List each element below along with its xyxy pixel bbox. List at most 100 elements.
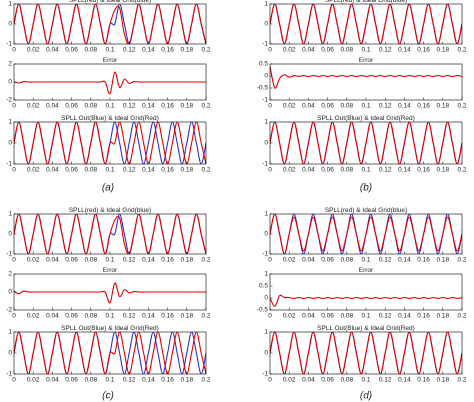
chart-title: SPLL Out(Blue) & Ideal Grid(Red) xyxy=(61,325,159,332)
x-tick-label: 0.14 xyxy=(142,103,155,110)
x-tick-label: 0.18 xyxy=(180,313,193,320)
y-tick-label: 1 xyxy=(8,119,12,126)
x-tick-label: 0.06 xyxy=(321,47,334,54)
x-tick-label: 0.16 xyxy=(161,47,174,54)
series-line xyxy=(14,214,206,254)
x-tick-label: 0.1 xyxy=(361,103,370,110)
x-tick-label: 0.1 xyxy=(105,167,114,174)
chart-title: SPLL Out(Blue) & Ideal Grid(Red) xyxy=(317,115,415,122)
x-tick-label: 0.14 xyxy=(142,257,155,264)
x-tick-label: 0 xyxy=(268,377,272,384)
x-tick-label: 0.06 xyxy=(65,103,78,110)
y-tick-label: 0 xyxy=(264,295,268,302)
x-tick-label: 0.14 xyxy=(398,167,411,174)
x-tick-label: 0.04 xyxy=(46,377,59,384)
series-line xyxy=(14,332,206,374)
x-tick-label: 0.1 xyxy=(361,377,370,384)
y-tick-label: 1 xyxy=(264,329,268,336)
chart-title: Error xyxy=(359,57,374,64)
x-tick-label: 0 xyxy=(268,257,272,264)
series-line xyxy=(270,122,462,164)
x-tick-label: 0.04 xyxy=(302,47,315,54)
x-tick-label: 0.12 xyxy=(123,257,136,264)
x-tick-label: 0 xyxy=(12,103,16,110)
caption: (c) xyxy=(102,391,114,402)
x-tick-label: 0.06 xyxy=(65,377,78,384)
series-line xyxy=(14,282,206,304)
chart-title: Error xyxy=(103,57,118,64)
axes-frame xyxy=(269,273,463,311)
y-tick-label: -0.5 xyxy=(257,307,269,314)
x-tick-label: 0.04 xyxy=(302,313,315,320)
x-tick-label: 0.16 xyxy=(417,47,430,54)
x-tick-label: 0.08 xyxy=(84,47,97,54)
series-line xyxy=(14,4,206,44)
x-tick-label: 0.12 xyxy=(379,47,392,54)
y-tick-label: -1 xyxy=(262,161,268,168)
x-tick-label: 0.1 xyxy=(361,167,370,174)
plot-area xyxy=(14,282,206,304)
series-line xyxy=(270,332,462,374)
x-tick-label: 0.12 xyxy=(123,47,136,54)
x-tick-label: 0.02 xyxy=(27,377,40,384)
y-tick-label: 1 xyxy=(264,1,268,8)
x-tick-label: 0.08 xyxy=(84,167,97,174)
y-tick-label: 0 xyxy=(264,73,268,80)
x-tick-label: 0.02 xyxy=(27,257,40,264)
y-tick-label: 0 xyxy=(8,350,12,357)
x-tick-label: 0.06 xyxy=(65,313,78,320)
caption: (d) xyxy=(360,391,372,402)
x-tick-label: 0.06 xyxy=(321,167,334,174)
y-tick-label: -2 xyxy=(6,307,12,314)
x-tick-label: 0.12 xyxy=(123,313,136,320)
x-tick-label: 0.06 xyxy=(65,257,78,264)
x-tick-label: 0.16 xyxy=(161,103,174,110)
x-tick-label: 0.14 xyxy=(398,257,411,264)
y-tick-label: 0 xyxy=(8,289,12,296)
x-tick-label: 0.16 xyxy=(417,377,430,384)
x-tick-label: 0.14 xyxy=(142,313,155,320)
plot-area xyxy=(14,122,206,164)
x-tick-label: 0.16 xyxy=(161,377,174,384)
x-tick-label: 0.12 xyxy=(123,167,136,174)
x-tick-label: 0.2 xyxy=(457,103,466,110)
y-tick-label: 1 xyxy=(264,119,268,126)
x-tick-label: 0.12 xyxy=(379,377,392,384)
y-tick-label: 0 xyxy=(264,350,268,357)
x-tick-label: 0.08 xyxy=(84,377,97,384)
x-tick-label: 0.18 xyxy=(180,377,193,384)
plot-area xyxy=(270,66,462,89)
plot-area xyxy=(14,71,206,95)
plot-area xyxy=(270,4,462,44)
x-tick-label: 0.08 xyxy=(340,313,353,320)
series-line xyxy=(270,294,462,307)
x-tick-label: 0.04 xyxy=(46,257,59,264)
x-tick-label: 0 xyxy=(12,257,16,264)
x-tick-label: 0.04 xyxy=(46,47,59,54)
x-tick-label: 0.04 xyxy=(302,257,315,264)
y-tick-label: 1 xyxy=(264,211,268,218)
x-tick-label: 0.04 xyxy=(46,167,59,174)
x-tick-label: 0.2 xyxy=(457,377,466,384)
x-tick-label: 0.1 xyxy=(105,377,114,384)
plot-area xyxy=(14,332,206,374)
y-tick-label: 1 xyxy=(264,271,268,278)
y-tick-label: -1 xyxy=(6,251,12,258)
y-tick-label: 0.5 xyxy=(259,283,268,290)
x-tick-label: 0.2 xyxy=(201,167,210,174)
x-tick-label: 0.04 xyxy=(46,103,59,110)
x-tick-label: 0.16 xyxy=(417,167,430,174)
chart-title: Error xyxy=(359,267,374,274)
x-tick-label: 0.18 xyxy=(180,103,193,110)
x-tick-label: 0.12 xyxy=(123,377,136,384)
x-tick-label: 0.12 xyxy=(379,167,392,174)
plot-area xyxy=(14,214,206,254)
y-tick-label: 0 xyxy=(8,21,12,28)
x-tick-label: 0.12 xyxy=(379,257,392,264)
chart-title: SPLL(red) & Ideal Grid(blue) xyxy=(69,0,151,4)
caption: (a) xyxy=(102,183,114,194)
x-tick-label: 0.18 xyxy=(180,167,193,174)
series-line xyxy=(270,66,462,89)
x-tick-label: 0 xyxy=(12,47,16,54)
x-tick-label: 0.06 xyxy=(321,377,334,384)
